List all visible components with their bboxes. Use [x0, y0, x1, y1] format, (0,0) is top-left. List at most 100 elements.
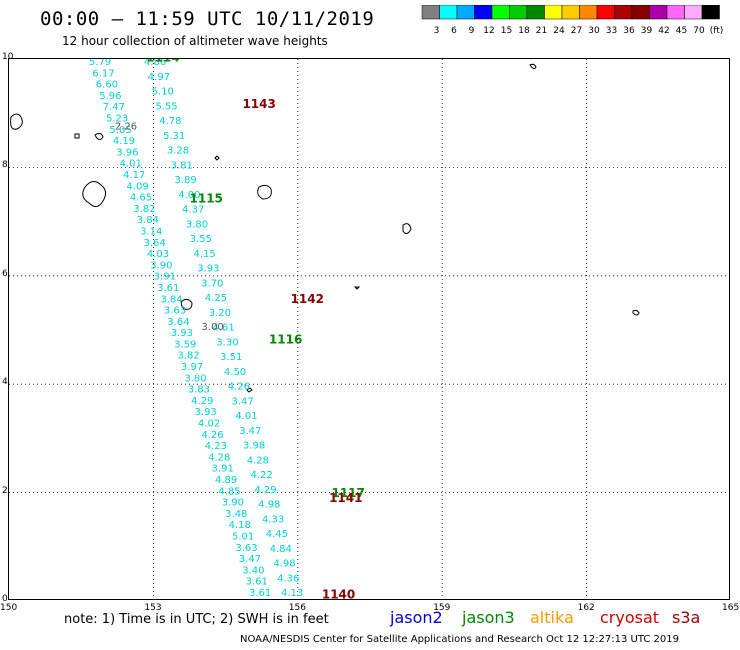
satellite-label: jason2 [390, 608, 443, 627]
legend-swatch [456, 5, 475, 20]
x-tick-label: 162 [577, 603, 595, 613]
y-tick-label: 4 [2, 377, 8, 388]
legend-swatch [439, 5, 458, 20]
x-tick-label: 156 [288, 603, 306, 613]
wave-height-value: 3.81 [171, 160, 193, 171]
wave-height-value: 3.61 [157, 283, 179, 294]
legend-label: 12 [483, 26, 494, 36]
wave-height-value: 4.36 [277, 573, 299, 584]
y-tick-label: 6 [2, 268, 8, 279]
pass-number: 1140 [322, 587, 355, 600]
wave-height-value: 4.33 [262, 514, 284, 525]
wave-height-value: 4.19 [113, 136, 135, 147]
wave-height-value: 7.47 [103, 102, 125, 113]
legend-label: 42 [658, 26, 669, 36]
wave-height-value: 4.29 [191, 396, 213, 407]
wave-height-value: 3.90 [150, 260, 172, 271]
wave-height-value: 4.18 [229, 520, 251, 531]
wave-height-value: 4.09 [126, 181, 148, 192]
wave-height-value: 4.37 [182, 205, 204, 216]
island-outline [180, 298, 193, 310]
legend-swatch [491, 5, 510, 20]
wave-height-value: 3.97 [181, 362, 203, 373]
wave-height-value: 3.28 [167, 146, 189, 157]
wave-height-value: 5.01 [232, 532, 254, 543]
wave-height-value: 3.64 [167, 317, 189, 328]
legend-swatch [421, 5, 440, 20]
wave-height-value: 3.61 [249, 588, 271, 599]
wave-height-value: 3.63 [235, 543, 257, 554]
wave-height-map: 5.796.176.605.967.475.235.054.193.964.01… [8, 58, 730, 600]
y-tick-label: 0 [2, 594, 8, 604]
pass-number: 1142 [291, 292, 324, 306]
wave-height-value: 3.63 [164, 306, 186, 317]
wave-height-value: 3.30 [216, 337, 238, 348]
legend-label: (ft) [710, 26, 724, 36]
island-outline [74, 133, 80, 139]
wave-height-value: 4.15 [193, 249, 215, 260]
wave-height-value: 4.26 [201, 430, 223, 441]
wave-height-value: 3.82 [133, 204, 155, 215]
legend-label: 30 [588, 26, 600, 36]
legend-label: 15 [501, 26, 512, 36]
wave-height-value: 4.00 [178, 190, 200, 201]
island-outline [246, 387, 253, 393]
wave-height-value: 3.40 [242, 565, 264, 576]
wave-height-value: 4.98 [273, 559, 295, 570]
legend-label: 33 [606, 26, 617, 36]
wave-height-value: 3.47 [232, 396, 254, 407]
wave-height-value: 5.96 [99, 91, 121, 102]
wave-height-value: 3.96 [116, 147, 138, 158]
wave-height-value: 4.84 [270, 544, 292, 555]
wave-height-value: 3.59 [174, 339, 196, 350]
satellite-label: cryosat [600, 608, 660, 627]
legend-swatch [544, 5, 563, 20]
legend-swatch [701, 5, 720, 20]
pass-number: 1115 [190, 192, 223, 206]
wave-height-value: 4.61 [213, 323, 235, 334]
wave-height-value: 3.91 [154, 272, 176, 283]
wave-height-value: 5.10 [152, 87, 174, 98]
wave-height-value: 6.60 [96, 80, 118, 91]
wave-height-value: 3.00 [202, 322, 224, 333]
legend-label: 21 [536, 26, 547, 36]
legend-swatch [666, 5, 685, 20]
legend-label: 36 [623, 26, 635, 36]
pass-number: 1141 [329, 491, 362, 505]
pass-number: 1143 [242, 97, 275, 111]
wave-height-value: 3.84 [137, 215, 159, 226]
wave-height-value: 5.05 [109, 125, 131, 136]
island-outline [82, 181, 107, 207]
wave-height-value: 4.22 [251, 470, 273, 481]
wave-height-value: 3.82 [178, 351, 200, 362]
wave-height-value: 3.47 [239, 426, 261, 437]
wave-height-value: 4.28 [247, 455, 269, 466]
wave-height-value: 4.98 [258, 500, 280, 511]
legend-swatch [561, 5, 580, 20]
wave-height-value: 3.80 [184, 373, 206, 384]
wave-height-value: 3.93 [195, 407, 217, 418]
legend-swatch [579, 5, 598, 20]
wave-height-value: 3.47 [239, 554, 261, 565]
subtitle: 12 hour collection of altimeter wave hei… [62, 34, 328, 48]
wave-height-value: 4.28 [208, 452, 230, 463]
legend-label: 39 [641, 26, 653, 36]
wave-height-value: 3.51 [220, 352, 242, 363]
wave-height-value: 4.50 [224, 367, 246, 378]
color-legend: 3 6 9 12 15 18 21 24 27 30 33 36 39 42 45 70 (ft) [421, 5, 724, 36]
legend-label: 6 [451, 26, 457, 36]
pass-number: 1116 [269, 333, 302, 347]
legend-swatch [474, 5, 493, 20]
satellite-label: s3a [672, 608, 701, 627]
legend-swatch [614, 5, 633, 20]
wave-height-value: 4.13 [281, 588, 303, 599]
island-outline [632, 309, 640, 316]
wave-height-value: 3.83 [188, 385, 210, 396]
legend-label: 70 [693, 26, 705, 36]
wave-height-value: 4.86 [144, 58, 166, 68]
x-tick-label: 153 [144, 603, 162, 613]
legend-label: 45 [676, 26, 687, 36]
wave-height-value: 4.45 [266, 529, 288, 540]
wave-height-value: 3.93 [197, 264, 219, 275]
wave-height-value: 4.89 [215, 475, 237, 486]
